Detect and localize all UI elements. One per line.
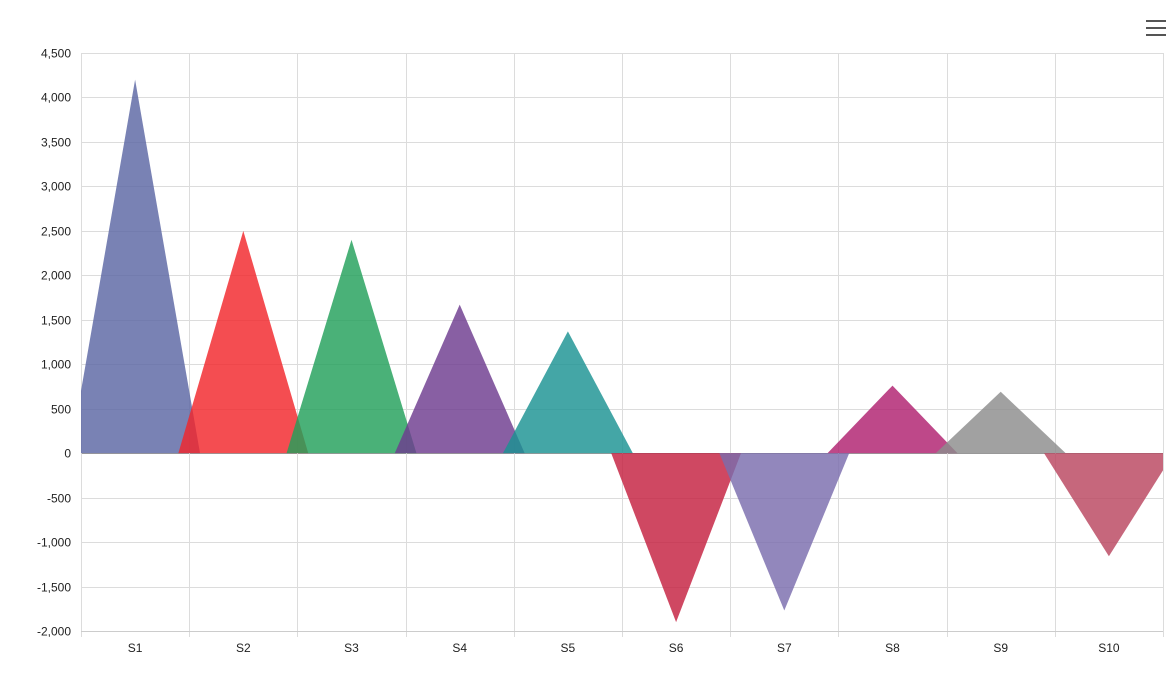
y-tick-label: 4,000	[41, 91, 71, 105]
y-tick-label: 2,500	[41, 225, 71, 239]
y-tick-label: 4,500	[41, 47, 71, 61]
y-tick-label: -500	[47, 492, 71, 506]
y-tick-label: -2,000	[37, 625, 71, 639]
series-triangle-S4[interactable]	[394, 304, 525, 454]
y-tick-label: 3,500	[41, 136, 71, 150]
series-triangle-S1[interactable]	[70, 79, 201, 454]
x-tick-label: S8	[885, 641, 900, 655]
y-tick-label: 2,000	[41, 269, 71, 283]
x-tick-label: S2	[236, 641, 251, 655]
y-tick-label: -1,500	[37, 581, 71, 595]
series-triangle-S9[interactable]	[935, 391, 1066, 454]
series-triangle-S7[interactable]	[719, 453, 850, 611]
y-tick-label: 0	[64, 447, 71, 461]
y-tick-label: 1,000	[41, 358, 71, 372]
series-triangle-S3[interactable]	[286, 239, 417, 454]
x-tick-label: S6	[669, 641, 684, 655]
series-triangle-S2[interactable]	[178, 230, 309, 454]
series-triangle-S6[interactable]	[611, 453, 742, 623]
series-triangle-S8[interactable]	[827, 385, 958, 454]
series-triangles	[70, 79, 1173, 623]
x-tick-label: S4	[452, 641, 467, 655]
x-tick-label: S9	[993, 641, 1008, 655]
x-tick-label: S7	[777, 641, 792, 655]
x-tick-label: S3	[344, 641, 359, 655]
y-tick-label: 1,500	[41, 314, 71, 328]
y-tick-label: 3,000	[41, 180, 71, 194]
x-tick-label: S1	[128, 641, 143, 655]
axes: 4,500 4,000 3,500 3,000 2,500 2,000 1,500 1,000…	[37, 47, 1163, 655]
hamburger-menu-icon	[1146, 20, 1166, 22]
chart-menu-button[interactable]	[1146, 20, 1168, 42]
grid-lines	[81, 53, 1164, 637]
y-tick-label: 500	[51, 403, 71, 417]
y-tick-label: -1,000	[37, 536, 71, 550]
series-triangle-S5[interactable]	[502, 331, 633, 454]
x-tick-label: S10	[1098, 641, 1120, 655]
series-triangle-S10[interactable]	[1043, 453, 1173, 557]
x-tick-label: S5	[561, 641, 576, 655]
